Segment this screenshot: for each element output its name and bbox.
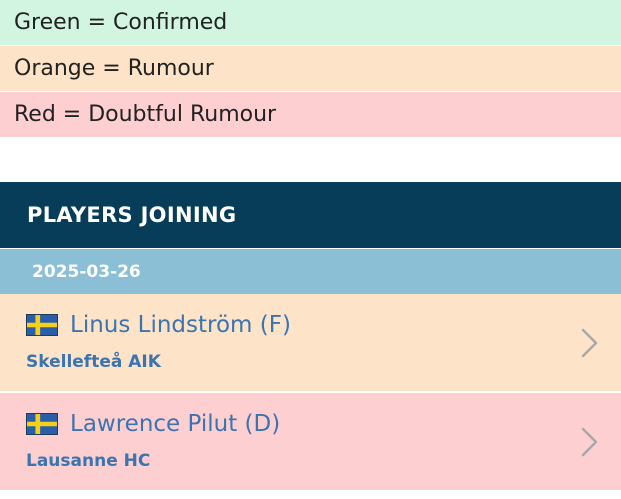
- chevron-right-icon[interactable]: [579, 426, 601, 458]
- player-club[interactable]: Skellefteå AIK: [26, 352, 161, 372]
- player-name-line: Lawrence Pilut (D): [26, 411, 280, 437]
- spacer: [0, 138, 621, 182]
- legend-doubtful-rumour-label: Red = Doubtful Rumour: [14, 102, 277, 127]
- sweden-flag-icon: [26, 413, 58, 435]
- player-name[interactable]: Linus Lindström (F): [70, 312, 291, 338]
- sweden-flag-icon: [26, 314, 58, 336]
- player-name[interactable]: Lawrence Pilut (D): [70, 411, 281, 437]
- player-name-line: Linus Lindström (F): [26, 312, 291, 338]
- date-label: 2025-03-26: [32, 261, 141, 282]
- status-legend: Green = Confirmed Orange = Rumour Red = …: [0, 0, 621, 138]
- section-header: PLAYERS JOINING: [0, 182, 621, 249]
- section-title: PLAYERS JOINING: [27, 203, 237, 227]
- date-group-header: 2025-03-26: [0, 249, 621, 294]
- player-row[interactable]: Lawrence Pilut (D) Lausanne HC: [0, 393, 621, 492]
- player-club[interactable]: Lausanne HC: [26, 451, 151, 471]
- legend-confirmed: Green = Confirmed: [0, 0, 621, 46]
- legend-rumour: Orange = Rumour: [0, 46, 621, 92]
- chevron-right-icon[interactable]: [579, 327, 601, 359]
- legend-confirmed-label: Green = Confirmed: [14, 10, 228, 35]
- legend-rumour-label: Orange = Rumour: [14, 56, 214, 81]
- legend-doubtful-rumour: Red = Doubtful Rumour: [0, 92, 621, 138]
- player-row[interactable]: Linus Lindström (F) Skellefteå AIK: [0, 294, 621, 393]
